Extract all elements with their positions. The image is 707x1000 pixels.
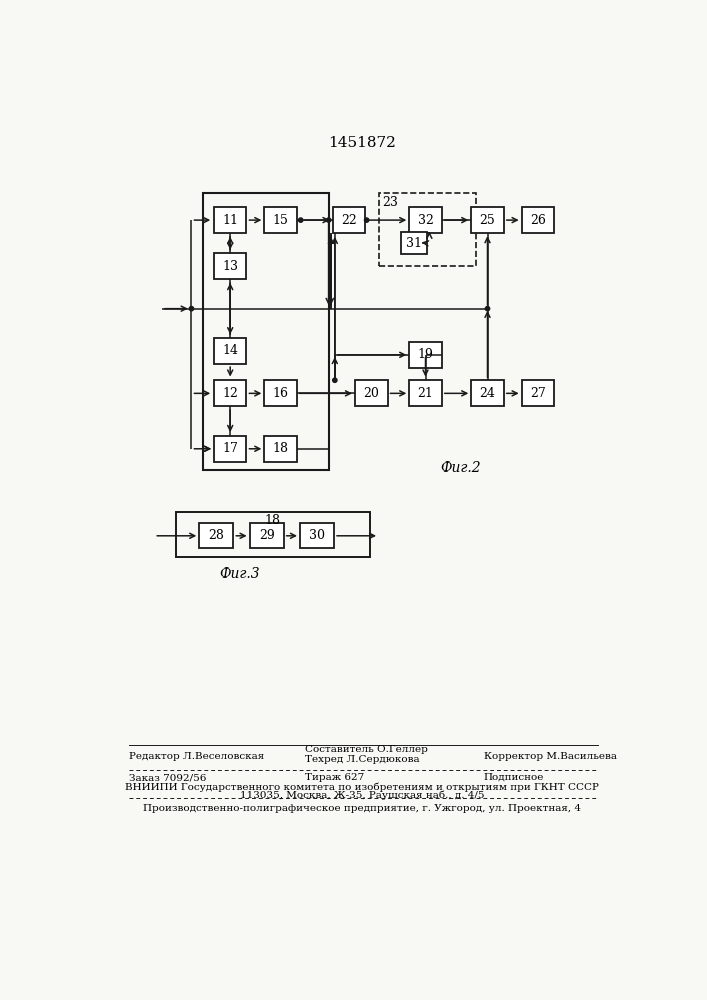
Text: 24: 24 <box>479 387 496 400</box>
Text: Фиг.2: Фиг.2 <box>440 461 481 475</box>
Bar <box>214 380 247 406</box>
Text: 26: 26 <box>530 214 546 227</box>
Circle shape <box>189 306 194 311</box>
Text: 18: 18 <box>265 514 281 527</box>
Text: Техред Л.Сердюкова: Техред Л.Сердюкова <box>305 755 420 764</box>
Bar <box>199 523 233 548</box>
Bar <box>472 207 504 233</box>
Bar <box>203 193 329 470</box>
Bar <box>409 380 442 406</box>
Bar <box>250 523 284 548</box>
Bar <box>264 207 297 233</box>
Bar <box>264 436 297 462</box>
Text: 22: 22 <box>341 214 356 227</box>
Text: 113035, Москва, Ж-35, Раушская наб., д. 4/5: 113035, Москва, Ж-35, Раушская наб., д. … <box>240 791 484 800</box>
Bar <box>522 380 554 406</box>
Bar <box>401 232 427 254</box>
Bar <box>332 207 365 233</box>
Text: 16: 16 <box>273 387 288 400</box>
Text: 27: 27 <box>530 387 546 400</box>
Circle shape <box>333 378 337 382</box>
Bar <box>214 253 247 279</box>
Text: Корректор М.Васильева: Корректор М.Васильева <box>484 752 617 761</box>
Bar <box>409 342 442 368</box>
Bar <box>522 207 554 233</box>
Bar <box>472 380 504 406</box>
Text: 23: 23 <box>382 196 398 209</box>
Bar <box>214 436 247 462</box>
Text: 20: 20 <box>363 387 379 400</box>
Circle shape <box>364 218 369 222</box>
Text: 11: 11 <box>222 214 238 227</box>
Text: 30: 30 <box>309 529 325 542</box>
Text: 17: 17 <box>222 442 238 455</box>
Text: 31: 31 <box>406 237 422 250</box>
Circle shape <box>327 218 331 222</box>
Text: Производственно-полиграфическое предприятие, г. Ужгород, ул. Проектная, 4: Производственно-полиграфическое предприя… <box>143 804 581 813</box>
Text: 19: 19 <box>418 348 433 361</box>
Bar <box>409 207 442 233</box>
Bar <box>300 523 334 548</box>
Circle shape <box>298 218 303 222</box>
Text: 18: 18 <box>273 442 288 455</box>
Text: 21: 21 <box>418 387 433 400</box>
Text: 29: 29 <box>259 529 274 542</box>
Bar <box>214 207 247 233</box>
Text: Редактор Л.Веселовская: Редактор Л.Веселовская <box>129 752 264 761</box>
Text: Тираж 627: Тираж 627 <box>305 773 365 782</box>
Bar <box>214 338 247 364</box>
Text: Подписное: Подписное <box>484 773 544 782</box>
Text: 15: 15 <box>273 214 288 227</box>
Bar <box>264 380 297 406</box>
Text: 1451872: 1451872 <box>328 136 396 150</box>
Text: 12: 12 <box>222 387 238 400</box>
Text: 13: 13 <box>222 260 238 273</box>
Bar <box>355 380 387 406</box>
Circle shape <box>485 306 490 311</box>
Text: 25: 25 <box>479 214 496 227</box>
Text: Заказ 7092/56: Заказ 7092/56 <box>129 773 206 782</box>
Text: 32: 32 <box>418 214 433 227</box>
Bar <box>379 193 476 266</box>
Text: ВНИИПИ Государственного комитета по изобретениям и открытиям при ГКНТ СССР: ВНИИПИ Государственного комитета по изоб… <box>125 782 599 792</box>
Bar <box>176 512 370 557</box>
Text: 14: 14 <box>222 344 238 358</box>
Text: 28: 28 <box>209 529 224 542</box>
Text: Составитель О.Геллер: Составитель О.Геллер <box>305 745 428 754</box>
Text: Фиг.3: Фиг.3 <box>219 567 259 581</box>
